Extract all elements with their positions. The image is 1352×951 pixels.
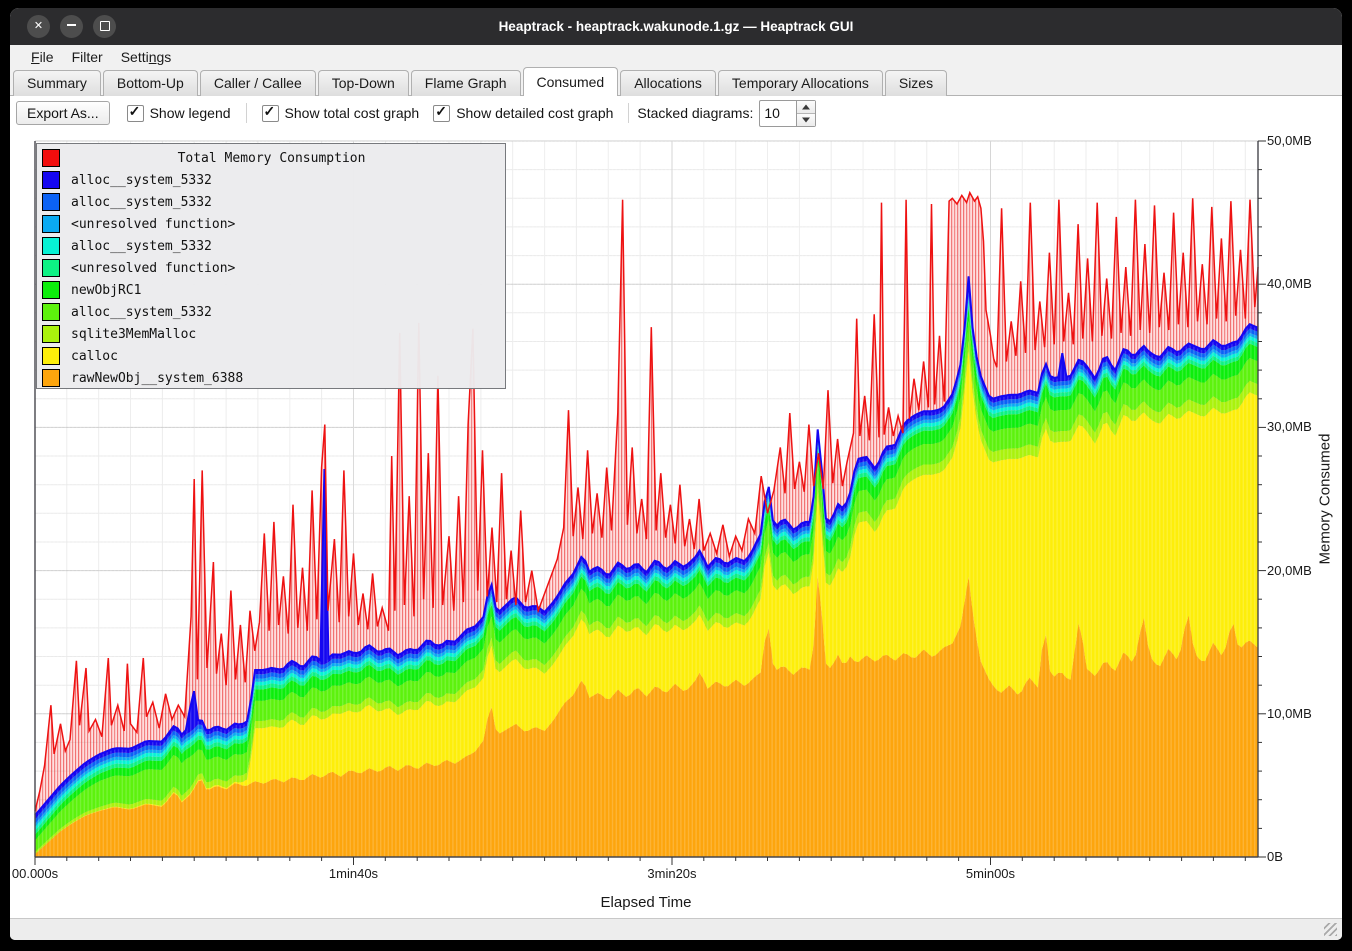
tab-strip: Summary Bottom-Up Caller / Callee Top-Down F… <box>10 67 1342 96</box>
spin-down-button[interactable] <box>797 112 816 126</box>
legend-swatch <box>42 325 60 343</box>
menu-item-filter[interactable]: Filter <box>71 48 103 65</box>
spinner-value[interactable]: 10 <box>764 104 780 121</box>
maximize-icon[interactable] <box>93 15 116 38</box>
legend-swatch <box>42 149 60 167</box>
legend-swatch <box>42 193 60 211</box>
chevron-down-icon <box>802 117 811 122</box>
legend-label: Total Memory Consumption <box>177 150 366 166</box>
checkbox-label: Show legend <box>149 105 231 121</box>
legend-item: calloc <box>37 345 505 367</box>
stacked-diagrams-label: Stacked diagrams: <box>637 105 754 121</box>
toolbar: Export As... Show legend Show total cost… <box>10 96 1342 130</box>
checkbox-box[interactable] <box>126 103 144 122</box>
stacked-diagrams-spinner[interactable]: 10 <box>759 99 817 127</box>
legend-swatch <box>42 347 60 365</box>
resize-grip-icon[interactable] <box>1324 923 1337 936</box>
spin-up-button[interactable] <box>797 100 816 113</box>
legend-item: sqlite3MemMalloc <box>37 323 505 345</box>
legend-item: alloc__system_5332 <box>37 235 505 257</box>
tab-top-down[interactable]: Top-Down <box>317 70 409 96</box>
legend-swatch <box>42 215 60 233</box>
toolbar-separator <box>245 103 247 123</box>
tab-temporary-allocations[interactable]: Temporary Allocations <box>717 70 883 96</box>
legend-title-row: Total Memory Consumption <box>37 147 505 169</box>
legend-swatch <box>42 237 60 255</box>
checkbox-label: Show detailed cost graph <box>456 105 614 121</box>
legend-label: <unresolved function> <box>71 216 236 232</box>
toolbar-separator <box>628 103 630 123</box>
legend-label: sqlite3MemMalloc <box>71 326 197 342</box>
tab-consumed[interactable]: Consumed <box>522 67 619 96</box>
legend-label: rawNewObj__system_6388 <box>71 370 244 386</box>
chart-legend: Total Memory Consumption alloc__system_53… <box>36 143 506 389</box>
window-title: Heaptrack - heaptrack.wakunode.1.gz — He… <box>498 19 854 34</box>
checkbox-show-total-cost-graph[interactable]: Show total cost graph <box>261 103 420 122</box>
legend-item: <unresolved function> <box>37 213 505 235</box>
checkbox-box[interactable] <box>433 103 451 122</box>
legend-item: rawNewObj__system_6388 <box>37 367 505 389</box>
legend-item: alloc__system_5332 <box>37 169 505 191</box>
legend-swatch <box>42 259 60 277</box>
tab-flame-graph[interactable]: Flame Graph <box>410 70 521 96</box>
legend-label: alloc__system_5332 <box>71 172 212 188</box>
legend-label: calloc <box>71 348 118 364</box>
legend-label: alloc__system_5332 <box>71 238 212 254</box>
legend-item: newObjRC1 <box>37 279 505 301</box>
status-bar <box>10 918 1342 940</box>
legend-swatch <box>42 303 60 321</box>
export-as-button[interactable]: Export As... <box>16 101 110 125</box>
checkbox-show-detailed-cost-graph[interactable]: Show detailed cost graph <box>433 103 614 122</box>
tab-bottom-up[interactable]: Bottom-Up <box>102 70 198 96</box>
menu-item-settings[interactable]: Settings <box>120 48 172 65</box>
legend-label: <unresolved function> <box>71 260 236 276</box>
legend-swatch <box>42 281 60 299</box>
checkbox-show-legend[interactable]: Show legend <box>126 103 231 122</box>
checkbox-box[interactable] <box>261 103 279 122</box>
legend-label: alloc__system_5332 <box>71 194 212 210</box>
legend-label: alloc__system_5332 <box>71 304 212 320</box>
titlebar[interactable]: ✕ Heaptrack - heaptrack.wakunode.1.gz — … <box>10 8 1342 45</box>
tab-summary[interactable]: Summary <box>13 70 101 96</box>
checkbox-label: Show total cost graph <box>284 105 420 121</box>
legend-item: alloc__system_5332 <box>37 301 505 323</box>
legend-swatch <box>42 369 60 387</box>
legend-item: <unresolved function> <box>37 257 505 279</box>
menu-item-file[interactable]: File <box>31 48 54 65</box>
tab-allocations[interactable]: Allocations <box>620 70 716 96</box>
chevron-up-icon <box>802 104 811 109</box>
legend-swatch <box>42 171 60 189</box>
tab-caller-callee[interactable]: Caller / Callee <box>199 70 316 96</box>
close-icon[interactable]: ✕ <box>27 15 50 38</box>
menubar: File Filter Settings <box>10 45 1342 68</box>
minimize-icon[interactable] <box>60 15 83 38</box>
legend-label: newObjRC1 <box>71 282 142 298</box>
tabbar: Summary Bottom-Up Caller / Callee Top-Down F… <box>13 67 949 96</box>
tab-sizes[interactable]: Sizes <box>884 70 948 96</box>
legend-item: alloc__system_5332 <box>37 191 505 213</box>
